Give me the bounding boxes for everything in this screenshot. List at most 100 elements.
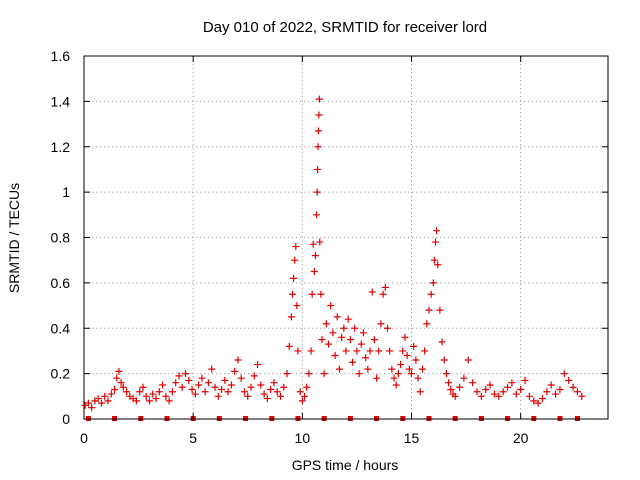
data-point [178, 383, 186, 391]
data-point [270, 379, 278, 387]
data-point [260, 390, 268, 398]
data-point [327, 302, 335, 310]
data-point [342, 347, 350, 355]
data-point [211, 383, 219, 391]
data-point [416, 388, 424, 396]
data-point [111, 386, 119, 394]
data-point [401, 333, 409, 341]
y-tick-label: 1.6 [51, 48, 71, 64]
data-point [377, 320, 385, 328]
data-point [318, 336, 326, 344]
data-point [313, 188, 321, 196]
data-point [123, 388, 131, 396]
data-point [353, 347, 361, 355]
x-axis-label: GPS time / hours [292, 457, 399, 473]
data-point [539, 395, 546, 403]
data-point [373, 374, 381, 382]
data-point [237, 374, 245, 382]
data-point [107, 390, 115, 398]
y-axis-ticks: 0 0.2 0.4 0.6 0.8 1 1.2 1.4 1.6 [51, 48, 608, 427]
data-point [388, 365, 396, 373]
data-point [390, 374, 398, 382]
x-tick-label: 5 [189, 430, 197, 446]
data-point [364, 365, 372, 373]
data-point [84, 399, 92, 407]
y-tick-label: 1.4 [51, 93, 71, 109]
data-point [97, 399, 105, 407]
data-point [311, 252, 319, 260]
data-point [333, 313, 341, 321]
y-tick-label: 0.8 [51, 230, 71, 246]
data-point [254, 361, 262, 369]
data-point [445, 379, 453, 387]
data-point [250, 372, 258, 380]
data-point [362, 354, 370, 362]
data-point [418, 365, 426, 373]
data-point [517, 386, 525, 394]
data-point [338, 333, 346, 341]
data-point [530, 397, 538, 405]
y-tick-label: 1.2 [51, 139, 71, 155]
data-point [172, 379, 180, 387]
grid-layer [84, 56, 608, 419]
data-point [508, 379, 516, 387]
data-point [221, 376, 229, 384]
data-point [335, 365, 343, 373]
data-point [410, 342, 418, 350]
data-point [185, 376, 193, 384]
data-point [283, 370, 291, 378]
data-point [257, 381, 265, 389]
x-tick-label: 0 [80, 430, 88, 446]
data-point [218, 386, 226, 394]
data-point [504, 383, 512, 391]
data-point [293, 302, 301, 310]
data-point [240, 388, 248, 396]
data-point [273, 388, 281, 396]
data-point [464, 356, 472, 364]
data-point [195, 381, 203, 389]
x-tick-label: 10 [295, 430, 311, 446]
data-point [292, 243, 300, 251]
data-point [289, 290, 297, 298]
data-point [442, 370, 450, 378]
data-point [247, 383, 255, 391]
data-point [399, 347, 407, 355]
data-point [490, 390, 498, 398]
data-point [155, 388, 163, 396]
data-point [214, 392, 222, 400]
plot-frame [83, 55, 609, 420]
y-tick-label: 1 [62, 184, 70, 200]
data-point [375, 347, 383, 355]
data-point [423, 320, 431, 328]
x-tick-label: 20 [513, 430, 529, 446]
data-point [308, 290, 316, 298]
data-point [149, 390, 157, 398]
data-point [438, 338, 446, 346]
data-point [412, 356, 420, 364]
data-point [115, 367, 123, 375]
data-point [303, 383, 311, 391]
data-point [317, 290, 325, 298]
data-point [227, 381, 235, 389]
data-point [101, 392, 109, 400]
data-point [556, 386, 564, 394]
data-point [119, 383, 127, 391]
data-point [329, 329, 337, 337]
data-point [294, 347, 302, 355]
data-point [132, 397, 140, 405]
data-point [208, 365, 216, 373]
data-point [560, 370, 568, 378]
data-point [403, 351, 411, 359]
data-point [344, 315, 352, 323]
data-point [305, 370, 313, 378]
data-point [320, 370, 328, 378]
data-point [359, 329, 367, 337]
data-point [287, 313, 295, 321]
data-point [569, 383, 577, 391]
data-point [301, 392, 309, 400]
data-point [525, 392, 533, 400]
data-point [316, 238, 324, 246]
data-point [383, 324, 391, 332]
data-point [165, 397, 173, 405]
